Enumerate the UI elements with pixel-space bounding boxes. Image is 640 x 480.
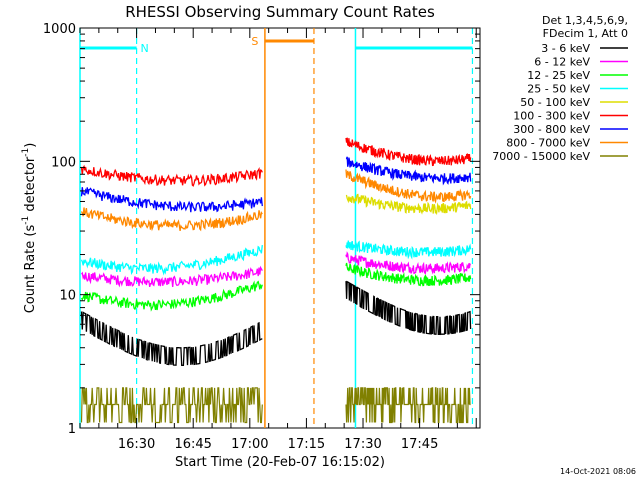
legend-entry-label: 100 - 300 keV: [513, 110, 590, 123]
series-line-7000-15000-keV: [80, 387, 263, 424]
legend-entry-label: 3 - 6 keV: [541, 42, 590, 55]
y-axis-label-sup1: -1: [21, 216, 31, 225]
y-axis-label-main: Count Rate (s: [23, 225, 38, 314]
y-axis-label-mid: detector: [23, 156, 38, 216]
series-line-100-300-keV: [345, 137, 472, 167]
annotation-layer: NS: [79, 28, 474, 428]
y-axis-label: Count Rate (s-1 detector-1): [21, 143, 38, 314]
legend-entry-label: 800 - 7000 keV: [506, 137, 590, 150]
series-line-12-25-keV: [345, 262, 472, 287]
legend-header-line-1: Det 1,3,4,5,6,9,: [542, 14, 628, 27]
series-line-100-300-keV: [80, 164, 263, 187]
series-line-25-50-keV: [80, 245, 263, 276]
legend-entry-label: 50 - 100 keV: [520, 96, 590, 109]
y-axis-label-end: ): [23, 143, 38, 148]
series-line-7000-15000-keV: [345, 387, 471, 424]
series-line-12-25-keV: [80, 280, 263, 312]
series-line-300-800-keV: [80, 187, 263, 213]
legend-entry-label: 7000 - 15000 keV: [492, 150, 590, 163]
series-line-3-6-keV: [345, 280, 472, 336]
y-axis-label-sup2: -1: [21, 148, 31, 157]
series-line-300-800-keV: [345, 156, 472, 186]
legend: Det 1,3,4,5,6,9, FDecim 1, Att 0 3 - 6 k…: [492, 14, 628, 163]
y-tick-label: 10: [59, 289, 76, 304]
x-tick-label: 17:45: [401, 437, 438, 452]
x-tick-label: 16:45: [174, 437, 211, 452]
x-axis: 16:30 16:45 17:00 17:15 17:30 17:45: [79, 28, 477, 452]
x-tick-label: 17:30: [344, 437, 381, 452]
annotation-label: S: [251, 35, 258, 48]
chart-title: RHESSI Observing Summary Count Rates: [125, 3, 435, 21]
series-line-6-12-keV: [345, 251, 472, 275]
legend-entry-label: 6 - 12 keV: [534, 56, 590, 69]
series-line-800-7000-keV: [80, 207, 263, 232]
legend-entry-label: 25 - 50 keV: [527, 83, 590, 96]
y-tick-label: 1000: [43, 22, 76, 37]
series-line-6-12-keV: [80, 265, 263, 288]
series-layer: [80, 137, 472, 424]
annotation-label: N: [140, 42, 148, 55]
series-line-50-100-keV: [345, 193, 472, 216]
series-line-25-50-keV: [345, 240, 472, 260]
series-line-800-7000-keV: [345, 169, 472, 204]
plot-frame: [79, 27, 481, 429]
footer-date: 14-Oct-2021 08:06: [560, 467, 636, 476]
x-tick-label: 17:00: [231, 437, 268, 452]
y-axis: 1000 100 10 1: [43, 22, 480, 437]
legend-header-line-2: FDecim 1, Att 0: [543, 27, 628, 40]
y-tick-label: 1: [68, 422, 76, 437]
legend-entry-label: 300 - 800 keV: [513, 123, 590, 136]
legend-entry-label: 12 - 25 keV: [527, 69, 590, 82]
x-axis-label: Start Time (20-Feb-07 16:15:02): [175, 455, 385, 470]
x-tick-label: 16:30: [118, 437, 155, 452]
x-tick-label: 17:15: [288, 437, 325, 452]
series-line-3-6-keV: [80, 311, 263, 366]
y-tick-label: 100: [51, 155, 76, 170]
